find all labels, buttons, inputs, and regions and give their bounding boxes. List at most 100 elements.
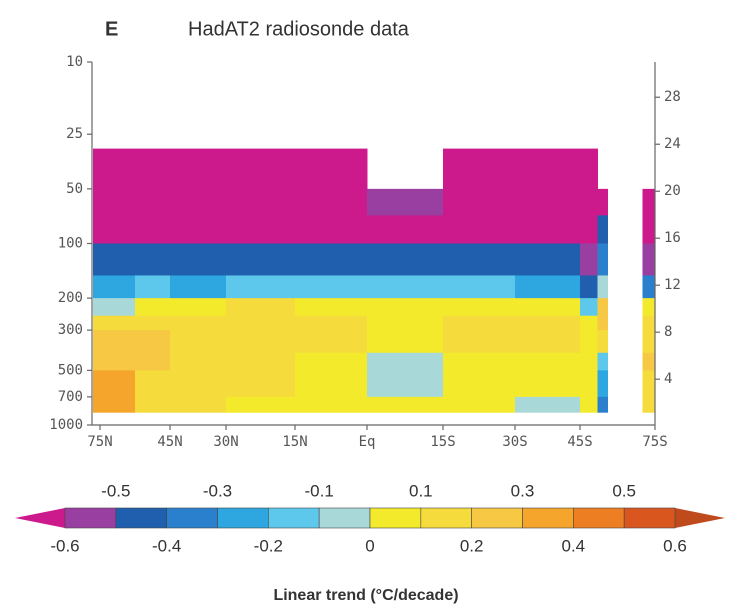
- contour-cell: [443, 243, 516, 276]
- contour-cell: [515, 215, 581, 244]
- contour-cell: [443, 215, 516, 244]
- contour-cell: [135, 396, 171, 413]
- contour-cell: [580, 352, 598, 371]
- contour-cell: [580, 396, 598, 413]
- contour-cell: [443, 188, 516, 216]
- contour-cell: [367, 315, 444, 331]
- colorbar-label: Linear trend (°C/decade): [273, 587, 458, 604]
- contour-cell: [367, 275, 444, 299]
- contour-cell: [295, 352, 368, 371]
- contour-cell: [135, 275, 171, 299]
- colorbar-tick-label: 0.2: [460, 536, 484, 555]
- contour-cell: [515, 298, 581, 317]
- contour-cell: [515, 352, 581, 371]
- colorbar-box: [471, 507, 523, 529]
- contour-cell: [515, 148, 581, 190]
- colorbar-tick-label: -0.3: [203, 481, 232, 500]
- contour-cell: [170, 215, 227, 244]
- contour-cell: [580, 370, 598, 398]
- contour-cell: [226, 215, 296, 244]
- contour-cell: [295, 148, 368, 190]
- colorbar-tick-label: 0.3: [511, 481, 535, 500]
- contour-cell: [170, 330, 227, 354]
- contour-cell: [642, 243, 656, 276]
- y2-tick-label: 8: [664, 324, 672, 340]
- colorbar-box: [268, 507, 320, 529]
- contour-cell: [295, 275, 368, 299]
- colorbar-tick-label: 0: [365, 536, 374, 555]
- colorbar-box: [369, 507, 422, 529]
- contour-cell: [135, 370, 171, 398]
- colorbar-tick-label: -0.5: [101, 481, 130, 500]
- contour-cell: [443, 352, 516, 371]
- contour-cell: [367, 298, 444, 317]
- contour-cell: [443, 298, 516, 317]
- contour-cell: [226, 148, 296, 190]
- colorbar-tick-label: -0.4: [152, 536, 181, 555]
- contour-cell: [135, 243, 171, 276]
- y2-tick-label: 12: [664, 277, 681, 293]
- contour-cell: [443, 148, 516, 190]
- contour-cell: [642, 275, 656, 299]
- contour-cell: [515, 188, 581, 216]
- contour-cell: [226, 243, 296, 276]
- contour-cell: [226, 352, 296, 371]
- contour-cell: [170, 275, 227, 299]
- contour-cell: [135, 215, 171, 244]
- y2-tick-label: 28: [664, 89, 681, 105]
- contour-cell: [295, 315, 368, 331]
- colorbar-tick-label: 0.4: [562, 536, 586, 555]
- contour-cell: [170, 396, 227, 413]
- contour-cell: [642, 215, 656, 244]
- contour-cell: [597, 330, 608, 354]
- contour-cell: [597, 275, 608, 299]
- y-tick-label: 1000: [49, 417, 83, 433]
- contour-cell: [580, 275, 598, 299]
- colorbar-tick-label: -0.2: [254, 536, 283, 555]
- y-tick-label: 50: [66, 181, 83, 197]
- y-tick-label: 300: [58, 322, 83, 338]
- x-tick-label: 30N: [213, 434, 238, 450]
- contour-cell: [642, 396, 656, 413]
- y-tick-label: 100: [58, 236, 83, 252]
- contour-cell: [443, 275, 516, 299]
- contour-cell: [515, 275, 581, 299]
- contour-cell: [642, 298, 656, 317]
- contour-cell: [93, 298, 136, 317]
- y2-tick-label: 20: [664, 183, 681, 199]
- y-tick-label: 200: [58, 290, 83, 306]
- contour-cell: [515, 243, 581, 276]
- contour-cell: [135, 330, 171, 354]
- contour-cell: [597, 315, 608, 331]
- colorbar-extension: [15, 508, 65, 528]
- contour-cell: [367, 396, 444, 413]
- contour-cell: [93, 148, 136, 190]
- x-tick-label: 15S: [430, 434, 455, 450]
- colorbar-box: [115, 507, 167, 529]
- x-tick-label: 15N: [282, 434, 307, 450]
- colorbar-box: [217, 507, 269, 529]
- contour-cell: [443, 315, 516, 331]
- x-tick-label: 45S: [567, 434, 592, 450]
- contour-cell: [642, 370, 656, 398]
- colorbar-box: [420, 507, 472, 529]
- contour-cell: [226, 396, 296, 413]
- colorbar-box: [166, 507, 218, 529]
- contour-cell: [642, 352, 656, 371]
- contour-cell: [93, 215, 136, 244]
- contour-cell: [93, 188, 136, 216]
- colorbar-tick-label: 0.1: [409, 481, 433, 500]
- contour-cell: [93, 275, 136, 299]
- contour-cell: [295, 298, 368, 317]
- x-tick-label: 30S: [502, 434, 527, 450]
- y-tick-label: 25: [66, 126, 83, 142]
- contour-cell: [93, 243, 136, 276]
- colorbar-tick-label: -0.6: [50, 536, 79, 555]
- contour-cell: [597, 215, 608, 244]
- contour-cell: [170, 243, 227, 276]
- contour-cell: [226, 298, 296, 317]
- chart-title: HadAT2 radiosonde data: [188, 18, 410, 40]
- x-tick-label: 45N: [157, 434, 182, 450]
- contour-cell: [135, 352, 171, 371]
